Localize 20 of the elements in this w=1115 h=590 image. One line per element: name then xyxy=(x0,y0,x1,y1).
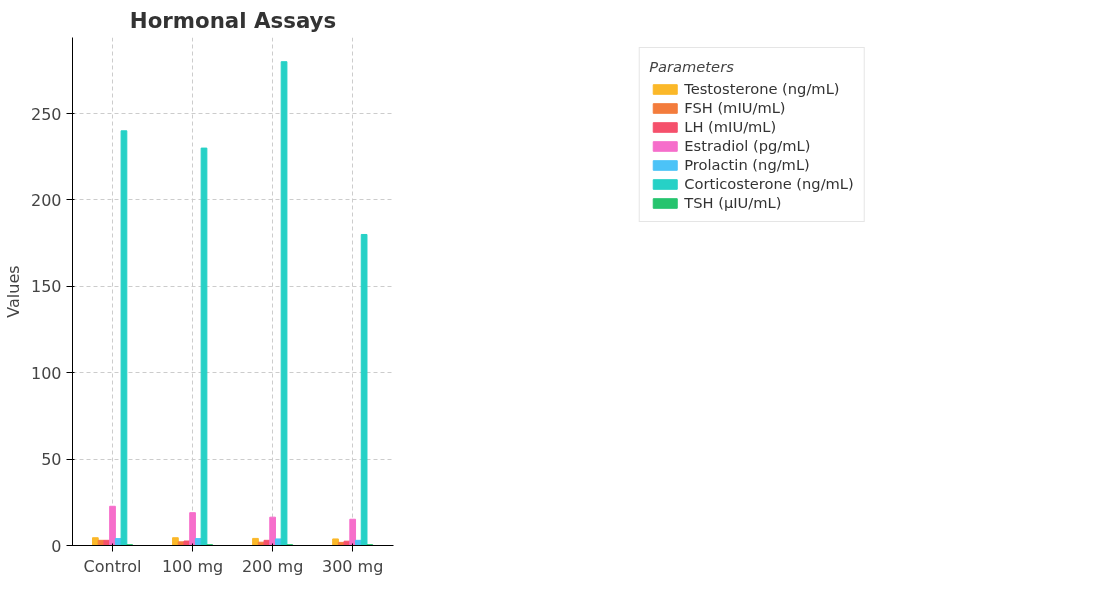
y-tick-label: 0 xyxy=(51,536,62,556)
legend-label: LH (mIU/mL) xyxy=(684,118,777,135)
legend-label: Estradiol (pg/mL) xyxy=(684,137,811,154)
y-tick-label: 50 xyxy=(41,450,62,470)
legend-label: Corticosterone (ng/mL) xyxy=(684,175,854,192)
x-tick-label: Control xyxy=(83,556,142,576)
x-tick-label: 300 mg xyxy=(321,556,384,576)
x-tick-label: 200 mg xyxy=(241,556,304,576)
chart-title: Hormonal Assays xyxy=(129,7,337,33)
legend-label: Testosterone (ng/mL) xyxy=(684,80,840,97)
y-tick-label: 250 xyxy=(30,104,62,124)
legend-label: TSH (µIU/mL) xyxy=(684,194,782,211)
x-tick-label: 100 mg xyxy=(161,556,224,576)
y-axis-title: Values xyxy=(3,265,23,318)
y-tick-label: 150 xyxy=(30,277,62,297)
y-tick-label: 100 xyxy=(30,363,62,383)
y-tick-label: 200 xyxy=(30,190,62,210)
legend-label: FSH (mIU/mL) xyxy=(684,99,786,116)
legend-title: Parameters xyxy=(649,58,735,75)
legend-label: Prolactin (ng/mL) xyxy=(684,156,810,173)
